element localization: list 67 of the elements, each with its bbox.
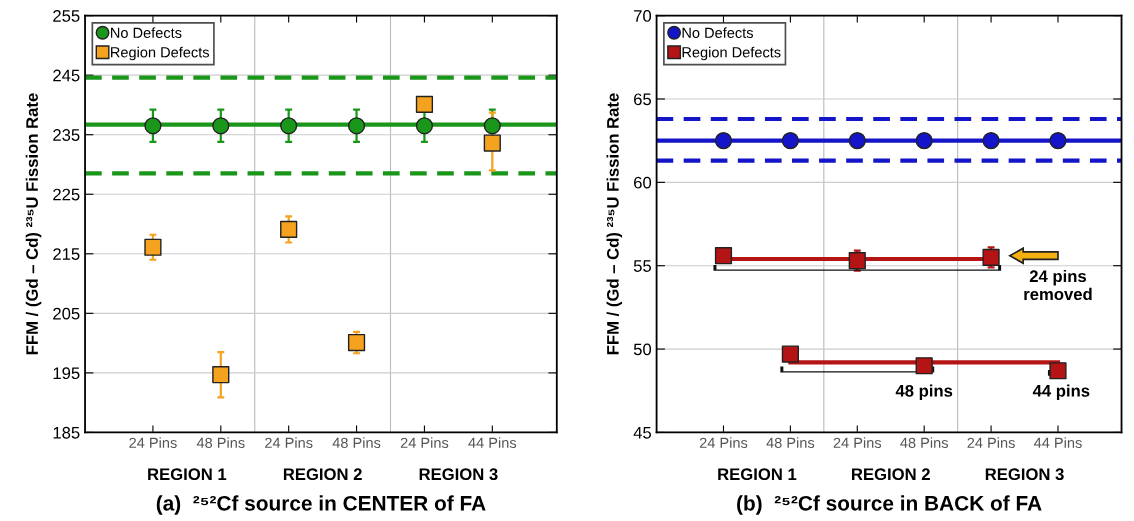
x-tick-label: 24 Pins (400, 437, 449, 448)
point (848, 252, 866, 270)
y-tick-label: 65 (634, 93, 652, 106)
text: REGION 3 (985, 468, 1064, 481)
point (714, 247, 733, 265)
y-tick-label: 70 (634, 10, 652, 22)
x-tick-label: 48 Pins (766, 437, 815, 448)
point (212, 366, 230, 384)
x-tick-label: 24 Pins (833, 437, 882, 448)
y-tick-label: 205 (53, 307, 80, 320)
x-tick-label: 24 Pins (967, 437, 1015, 448)
point (347, 117, 366, 135)
text: REGION 2 (852, 468, 930, 481)
point (347, 333, 366, 352)
point (915, 357, 933, 375)
text: REGION 2 (283, 468, 362, 481)
point (781, 345, 799, 363)
y-tick-label: 45 (633, 427, 652, 439)
x-tick-label: 44 Pins (1033, 437, 1082, 448)
y-tick-label: 215 (53, 248, 80, 260)
point (212, 117, 230, 135)
y-tick-label: 50 (633, 343, 652, 356)
legend-label: No Defects (682, 27, 753, 39)
legend-label: Region Defects (111, 46, 210, 61)
point (848, 132, 866, 150)
text: REGION 1 (718, 468, 797, 481)
y-tick-label: 60 (634, 176, 652, 189)
annotation: 44 pins (1032, 384, 1090, 401)
point (982, 132, 1000, 150)
y-tick-label: 245 (53, 69, 80, 82)
y-tick-label: 255 (53, 10, 80, 22)
point (982, 248, 1000, 266)
point (144, 238, 162, 256)
legend-label: Region Defects (682, 46, 781, 61)
text: (a) ²⁵²Cf source in CENTER of FA (156, 495, 486, 515)
y-tick-label: 55 (633, 260, 652, 272)
point (415, 117, 434, 135)
x-tick-label: 48 Pins (900, 437, 948, 448)
y-axis-title: FFM / (Gd – Cd) ²³⁵U Fission Rate (606, 93, 623, 355)
point (1049, 132, 1067, 150)
text: (b) ²⁵²Cf source in BACK of FA (737, 495, 1042, 515)
legend-label: No Defects (111, 27, 182, 39)
point (781, 132, 799, 150)
annotation: 24 pins removed (1024, 269, 1092, 301)
x-tick-label: 48 Pins (332, 437, 381, 448)
point (915, 132, 933, 150)
x-tick-label: 24 Pins (265, 437, 313, 448)
x-tick-label: 24 Pins (129, 437, 177, 448)
annotation: 48 pins (895, 384, 953, 401)
y-tick-label: 235 (53, 129, 80, 141)
y-tick-label: 225 (53, 188, 80, 201)
point (415, 95, 434, 113)
point (483, 117, 501, 135)
y-tick-label: 185 (53, 426, 80, 439)
text: REGION 3 (419, 468, 498, 481)
point (144, 117, 162, 135)
x-tick-label: 24 Pins (699, 437, 748, 448)
point (280, 220, 298, 239)
text: REGION 1 (148, 468, 227, 481)
point (1049, 362, 1067, 380)
x-tick-label: 48 Pins (196, 437, 245, 448)
y-axis-title: FFM / (Gd – Cd) ²³⁵U Fission Rate (25, 93, 42, 355)
point (280, 117, 298, 135)
x-tick-label: 44 Pins (468, 437, 517, 448)
point (483, 134, 501, 152)
y-tick-label: 195 (53, 367, 80, 380)
point (714, 132, 733, 150)
